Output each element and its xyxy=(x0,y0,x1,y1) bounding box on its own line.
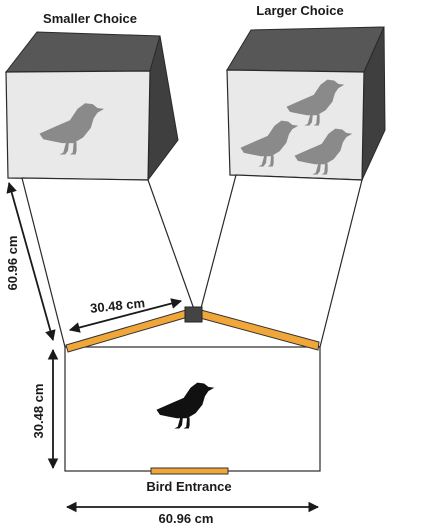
larger-choice-box xyxy=(226,26,386,181)
center-post xyxy=(184,306,203,323)
bird-entrance-door xyxy=(150,467,229,475)
chamber-depth-label: 30.48 cm xyxy=(31,384,46,439)
smaller-choice-box xyxy=(4,31,179,182)
smaller-box-top xyxy=(4,31,161,73)
larger-box-front xyxy=(226,69,365,181)
smaller-choice-label: Smaller Choice xyxy=(43,11,137,26)
larger-box-top xyxy=(226,26,385,73)
arm-length-arrow xyxy=(6,181,56,342)
gate-width-arrow xyxy=(68,298,183,333)
arm-length-label: 60.96 cm xyxy=(5,236,20,291)
bird-entrance-label: Bird Entrance xyxy=(146,479,231,494)
chamber-width-label: 60.96 cm xyxy=(159,511,214,526)
gate-width-label: 30.48 cm xyxy=(89,295,145,316)
larger-choice-label: Larger Choice xyxy=(256,3,343,18)
